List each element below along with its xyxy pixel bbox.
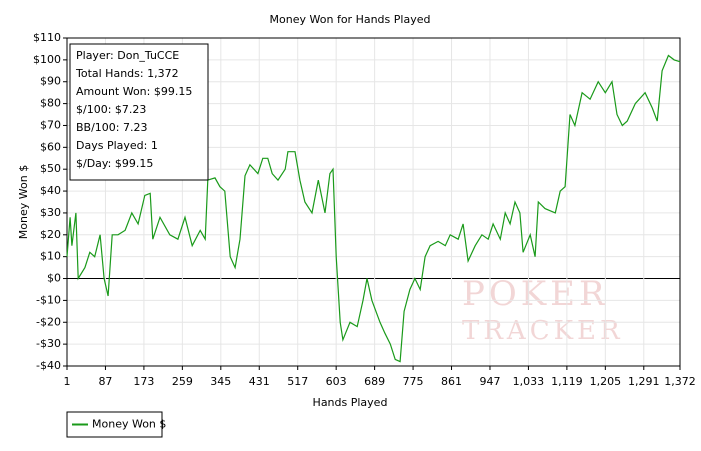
x-tick-label: 1 [64,375,71,388]
info-line: Total Hands: 1,372 [75,67,179,80]
y-axis-label: Money Won $ [17,165,30,239]
plot-frame [66,37,681,367]
x-tick-label: 1,119 [551,375,583,388]
y-tick-label: $90 [40,75,61,88]
y-tick-label: -$10 [36,293,61,306]
legend-label: Money Won $ [92,418,166,431]
info-line: Days Played: 1 [76,139,158,152]
info-line: BB/100: 7.23 [76,121,148,134]
y-tick-label: $60 [40,140,61,153]
y-tick-label: $50 [40,162,61,175]
y-tick-label: $100 [33,53,61,66]
x-tick-label: 1,033 [513,375,545,388]
x-tick-label: 947 [479,375,500,388]
y-tick-label: $40 [40,184,61,197]
y-tick-label: $110 [33,31,61,44]
x-tick-label: 775 [403,375,424,388]
y-tick-label: -$40 [36,359,61,372]
x-tick-label: 259 [172,375,193,388]
y-tick-label: $20 [40,228,61,241]
x-tick-label: 345 [210,375,231,388]
watermark: TRACKER [462,316,624,346]
x-tick-label: 431 [249,375,270,388]
series-line [66,54,681,363]
info-line: Player: Don_TuCCE [76,49,179,62]
watermark: POKER [462,274,609,314]
y-tick-label: -$20 [36,315,61,328]
y-tick-label: $0 [47,272,61,285]
info-line: $/100: $7.23 [76,103,146,116]
y-tick-label: $10 [40,250,61,263]
y-tick-label: $80 [40,97,61,110]
y-tick-label: -$30 [36,337,61,350]
x-tick-label: 1,372 [664,375,696,388]
x-tick-label: 861 [441,375,462,388]
x-tick-label: 689 [364,375,385,388]
x-tick-label: 1,205 [590,375,622,388]
info-box [69,43,209,181]
x-tick-label: 173 [133,375,154,388]
x-tick-label: 1,291 [628,375,660,388]
info-line: $/Day: $99.15 [76,157,153,170]
x-tick-label: 87 [98,375,112,388]
x-axis-label: Hands Played [313,396,388,409]
info-line: Amount Won: $99.15 [76,85,192,98]
x-tick-label: 603 [326,375,347,388]
y-tick-label: $30 [40,206,61,219]
y-tick-label: $70 [40,118,61,131]
chart-title: Money Won for Hands Played [270,13,431,26]
x-tick-label: 517 [287,375,308,388]
